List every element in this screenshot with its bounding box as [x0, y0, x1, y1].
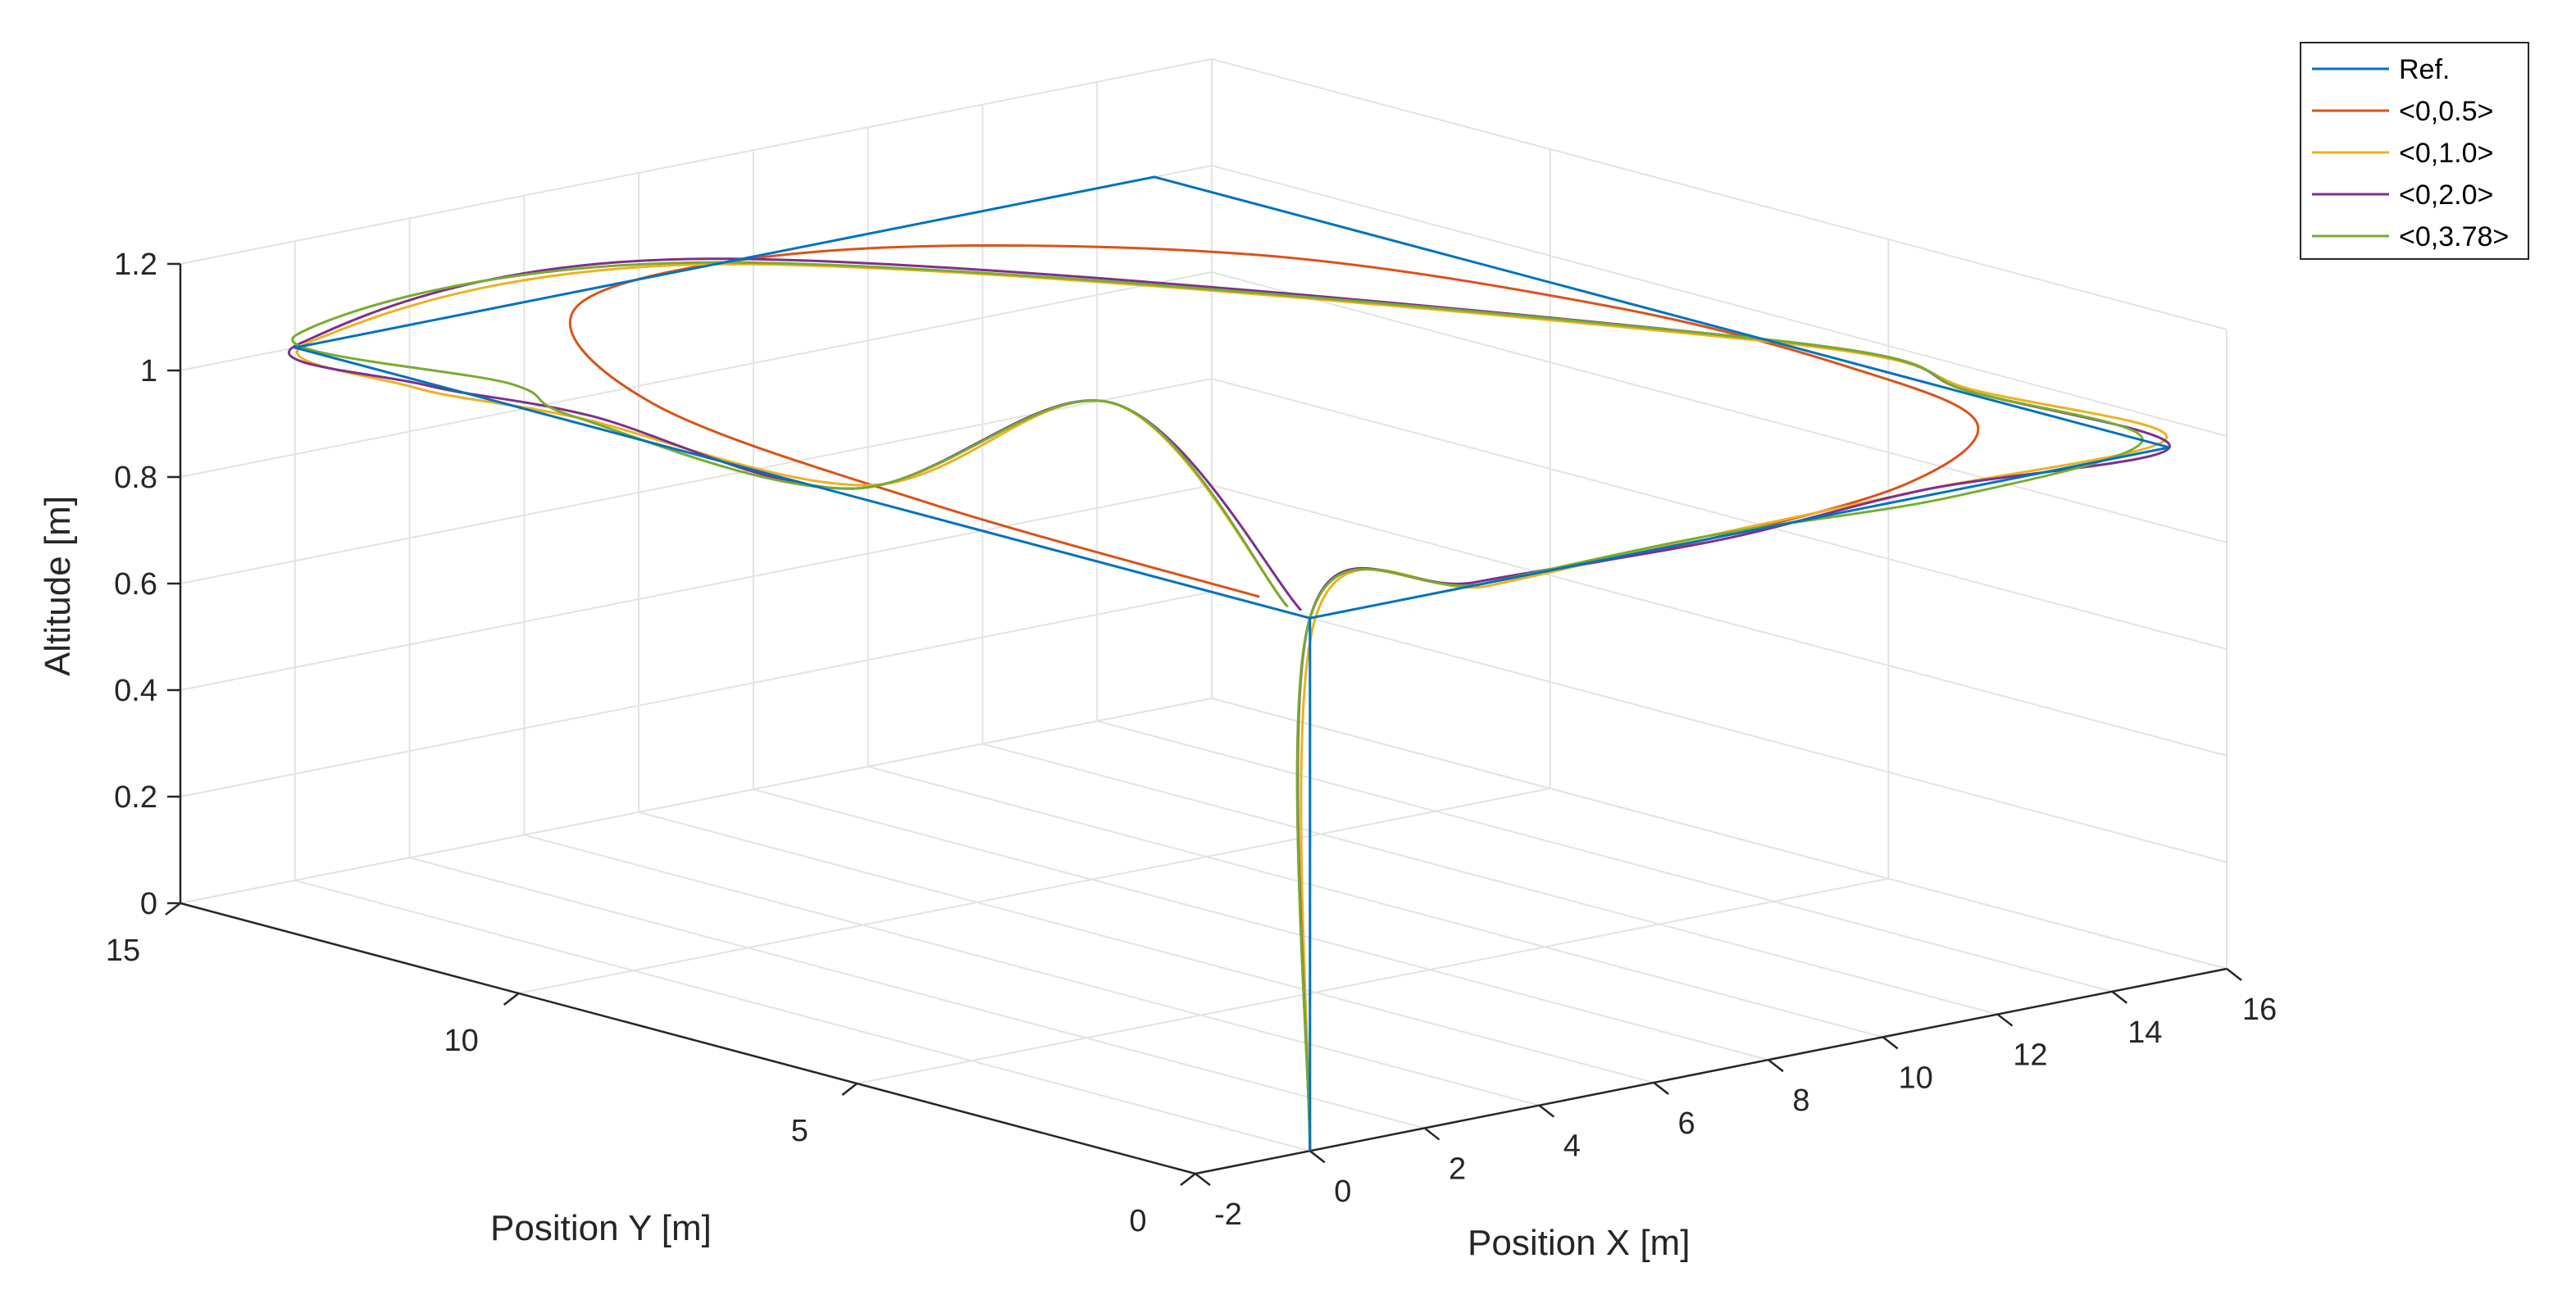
x-tick-label: 6: [1678, 1106, 1695, 1141]
x-tick-label: 10: [1899, 1061, 1933, 1095]
grid-line: [982, 743, 1998, 1015]
grid-line: [753, 788, 1769, 1061]
y-tick-label: 5: [791, 1114, 808, 1148]
x-tick-mark: [1882, 1036, 1899, 1050]
y-axis-label: Position Y [m]: [490, 1208, 712, 1248]
series-line: [291, 261, 2144, 1152]
legend-entry: <0,1.0>: [2399, 138, 2493, 169]
grid-line: [180, 271, 1213, 478]
series-line: [295, 262, 2168, 1152]
legend-entry: <0,2.0>: [2399, 179, 2493, 211]
grid-line: [867, 766, 1883, 1038]
z-tick-label: 0: [140, 887, 157, 921]
y-tick-label: 10: [444, 1024, 479, 1058]
x-tick-mark: [1309, 1150, 1326, 1164]
grid-line: [524, 834, 1540, 1106]
grid-line: [180, 484, 1213, 691]
y-tick-label: 0: [1129, 1204, 1146, 1238]
x-tick-mark: [1423, 1127, 1440, 1141]
z-axis-label: Altitude [m]: [38, 496, 78, 676]
z-tick-label: 0.2: [114, 780, 157, 815]
grid-line: [857, 878, 1889, 1084]
series-line: [294, 175, 2171, 1152]
x-tick-mark: [2226, 968, 2242, 981]
grid: [180, 58, 2228, 1174]
grid-line: [1096, 720, 2113, 993]
x-tick-label: 0: [1334, 1174, 1351, 1209]
x-tick-mark: [2111, 990, 2128, 1004]
grid-line: [638, 811, 1654, 1084]
grid-line: [1211, 271, 2228, 543]
z-tick-label: 0.6: [114, 567, 157, 602]
grid-line: [294, 879, 1311, 1152]
grid-line: [180, 58, 1213, 265]
z-tick-label: 0.8: [114, 461, 157, 495]
trajectory-series: [288, 175, 2171, 1152]
grid-line: [1211, 378, 2228, 650]
grid-line: [1211, 165, 2228, 437]
y-tick-mark: [841, 1083, 858, 1096]
grid-line: [1211, 697, 2228, 970]
x-tick-mark: [1653, 1081, 1669, 1095]
y-tick-mark: [1180, 1173, 1196, 1186]
series-line: [568, 244, 1980, 1152]
x-tick-mark: [1195, 1173, 1211, 1186]
grid-line: [1211, 58, 2228, 330]
grid-line: [180, 378, 1213, 584]
grid-line: [1211, 484, 2228, 756]
z-tick-label: 0.4: [114, 674, 157, 708]
x-axis-line: [1195, 967, 2228, 1175]
x-tick-mark: [1996, 1013, 2014, 1027]
legend-entry: Ref.: [2399, 54, 2450, 85]
legend-entry: <0,0.5>: [2399, 96, 2493, 127]
grid-line: [180, 591, 1213, 797]
x-tick-label: 8: [1792, 1084, 1809, 1118]
x-tick-label: -2: [1214, 1197, 1242, 1232]
y-tick-mark: [503, 993, 520, 1006]
legend-entry: <0,3.78>: [2399, 221, 2509, 252]
x-tick-mark: [1768, 1059, 1784, 1073]
legend-box: [2300, 42, 2529, 260]
axes-box: [179, 264, 2228, 1175]
grid-line: [518, 788, 1550, 994]
x-tick-label: 16: [2242, 993, 2277, 1027]
x-tick-label: 14: [2128, 1015, 2162, 1050]
z-tick-label: 1: [140, 354, 157, 388]
z-tick-label: 1.2: [114, 248, 157, 282]
y-tick-label: 15: [106, 934, 140, 968]
grid-line: [180, 697, 1213, 904]
y-tick-mark: [165, 902, 181, 915]
y-axis-line: [180, 902, 1196, 1175]
grid-line: [1211, 591, 2228, 863]
x-tick-mark: [1538, 1104, 1555, 1118]
x-tick-label: 4: [1563, 1129, 1581, 1164]
x-axis-label: Position X [m]: [1468, 1223, 1690, 1263]
x-tick-label: 12: [2013, 1038, 2047, 1073]
x-tick-label: 2: [1449, 1152, 1466, 1186]
legend: Ref. <0,0.5> <0,1.0> <0,2.0> <0,3.78>: [2300, 42, 2529, 260]
grid-line: [409, 856, 1425, 1129]
